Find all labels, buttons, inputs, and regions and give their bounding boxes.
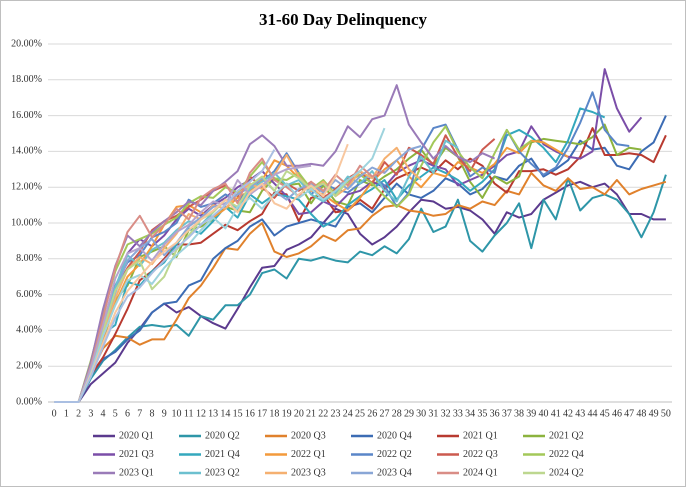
x-tick-label: 18 xyxy=(269,408,279,419)
x-tick-label: 8 xyxy=(150,408,155,419)
x-tick-label: 49 xyxy=(649,408,659,419)
x-tick-label: 48 xyxy=(636,408,646,419)
series-line xyxy=(54,164,312,403)
x-tick-label: 14 xyxy=(220,408,230,419)
legend-label: 2023 Q3 xyxy=(291,467,326,478)
x-tick-label: 45 xyxy=(600,408,610,419)
legend-label: 2020 Q3 xyxy=(291,430,326,441)
x-tick-label: 41 xyxy=(551,408,561,419)
x-tick-label: 0 xyxy=(52,408,57,419)
legend-label: 2021 Q4 xyxy=(205,449,240,460)
x-tick-label: 38 xyxy=(514,408,524,419)
x-tick-label: 50 xyxy=(661,408,671,419)
legend-label: 2020 Q2 xyxy=(205,430,240,441)
x-tick-label: 26 xyxy=(367,408,377,419)
legend-label: 2022 Q1 xyxy=(291,449,326,460)
legend-label: 2025 Q1 xyxy=(291,486,326,487)
x-tick-label: 4 xyxy=(101,408,106,419)
x-tick-label: 25 xyxy=(355,408,365,419)
x-tick-label: 17 xyxy=(257,408,267,419)
legend-label: 2023 Q2 xyxy=(205,467,240,478)
series-line xyxy=(54,115,667,403)
x-tick-label: 10 xyxy=(171,408,181,419)
x-tick-label: 19 xyxy=(282,408,292,419)
x-tick-label: 23 xyxy=(331,408,341,419)
x-tick-label: 42 xyxy=(563,408,573,419)
legend-label: 2022 Q3 xyxy=(463,449,498,460)
series-line xyxy=(54,171,667,403)
x-tick-label: 5 xyxy=(113,408,118,419)
legend-label: 2022 Q2 xyxy=(377,449,412,460)
legend-label: 2024 Q3 xyxy=(119,486,154,487)
legend-label: 2021 Q2 xyxy=(549,430,584,441)
x-tick-label: 6 xyxy=(125,408,130,419)
y-tick-label: 12.00% xyxy=(11,181,42,192)
y-tick-label: 8.00% xyxy=(16,253,42,264)
y-tick-label: 10.00% xyxy=(11,217,42,228)
x-tick-label: 3 xyxy=(88,408,93,419)
legend-label: 2021 Q3 xyxy=(119,449,154,460)
legend-label: 2020 Q4 xyxy=(377,430,412,441)
legend-label: 2025 Q2 xyxy=(377,486,412,487)
x-tick-label: 1 xyxy=(64,408,69,419)
x-tick-label: 47 xyxy=(624,408,634,419)
legend-label: 2022 Q4 xyxy=(549,449,584,460)
legend-label: 2023 Q1 xyxy=(119,467,154,478)
series-line xyxy=(54,149,276,403)
x-tick-label: 34 xyxy=(465,408,475,419)
x-tick-label: 37 xyxy=(502,408,512,419)
x-tick-label: 7 xyxy=(137,408,142,419)
series-line xyxy=(54,84,496,403)
legend-label: 2021 Q1 xyxy=(463,430,498,441)
x-tick-label: 20 xyxy=(294,408,304,419)
x-tick-label: 9 xyxy=(162,408,167,419)
legend-label: 2024 Q4 xyxy=(205,486,240,487)
series-line xyxy=(54,134,496,403)
y-tick-label: 14.00% xyxy=(11,146,42,157)
x-tick-label: 43 xyxy=(575,408,585,419)
series-line xyxy=(54,174,667,403)
x-tick-label: 11 xyxy=(184,408,194,419)
x-tick-label: 22 xyxy=(318,408,328,419)
legend-label: 2024 Q1 xyxy=(463,467,498,478)
y-tick-label: 6.00% xyxy=(16,289,42,300)
x-tick-label: 21 xyxy=(306,408,316,419)
legend-label: 2020 Q1 xyxy=(119,430,154,441)
y-tick-label: 16.00% xyxy=(11,110,42,121)
x-tick-label: 27 xyxy=(379,408,389,419)
x-tick-label: 40 xyxy=(539,408,549,419)
x-tick-label: 44 xyxy=(587,408,597,419)
x-tick-label: 24 xyxy=(343,408,353,419)
x-tick-label: 39 xyxy=(526,408,536,419)
x-tick-label: 15 xyxy=(233,408,243,419)
x-tick-label: 46 xyxy=(612,408,622,419)
legend-label: 2023 Q4 xyxy=(377,467,412,478)
x-tick-label: 31 xyxy=(428,408,438,419)
x-tick-label: 29 xyxy=(404,408,414,419)
x-tick-label: 33 xyxy=(453,408,463,419)
x-tick-label: 2 xyxy=(76,408,81,419)
x-tick-label: 28 xyxy=(392,408,402,419)
x-tick-label: 32 xyxy=(441,408,451,419)
y-tick-label: 4.00% xyxy=(16,325,42,336)
series-line xyxy=(54,157,385,403)
x-tick-label: 12 xyxy=(196,408,206,419)
x-tick-label: 16 xyxy=(245,408,255,419)
x-tick-label: 30 xyxy=(416,408,426,419)
x-tick-label: 36 xyxy=(490,408,500,419)
y-tick-label: 18.00% xyxy=(11,74,42,85)
x-tick-label: 13 xyxy=(208,408,218,419)
chart-title: 31-60 Day Delinquency xyxy=(259,10,428,29)
series-line xyxy=(54,127,386,403)
series-line xyxy=(54,143,349,403)
y-tick-label: 2.00% xyxy=(16,360,42,371)
x-tick-label: 35 xyxy=(477,408,487,419)
y-tick-label: 0.00% xyxy=(16,396,42,407)
y-tick-label: 20.00% xyxy=(11,38,42,49)
legend-label: 2024 Q2 xyxy=(549,467,584,478)
